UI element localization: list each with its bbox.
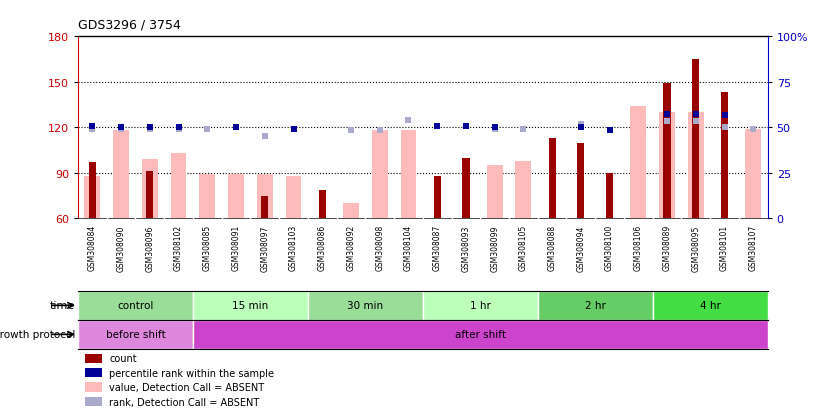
- Text: GSM308098: GSM308098: [375, 225, 384, 271]
- Text: GSM308089: GSM308089: [663, 225, 672, 271]
- Bar: [663, 84, 671, 219]
- Text: count: count: [109, 353, 136, 363]
- Bar: [85, 368, 102, 377]
- Text: time: time: [50, 301, 76, 311]
- Text: GSM308104: GSM308104: [404, 225, 413, 271]
- Text: GSM308088: GSM308088: [548, 225, 557, 271]
- Bar: [487, 166, 502, 219]
- Text: GSM308095: GSM308095: [691, 225, 700, 271]
- Bar: [261, 196, 268, 219]
- Text: GSM308093: GSM308093: [461, 225, 470, 271]
- Bar: [228, 175, 244, 219]
- Bar: [89, 163, 96, 219]
- Bar: [257, 175, 273, 219]
- Bar: [146, 172, 154, 219]
- Bar: [606, 173, 613, 219]
- Text: GSM308107: GSM308107: [749, 225, 758, 271]
- Text: GSM308087: GSM308087: [433, 225, 442, 271]
- Bar: [659, 113, 675, 219]
- Text: GSM308085: GSM308085: [203, 225, 212, 271]
- Text: rank, Detection Call = ABSENT: rank, Detection Call = ABSENT: [109, 396, 259, 407]
- Text: GSM308100: GSM308100: [605, 225, 614, 271]
- Bar: [577, 143, 585, 219]
- Text: before shift: before shift: [106, 330, 165, 339]
- Text: GDS3296 / 3754: GDS3296 / 3754: [78, 18, 181, 31]
- Text: 15 min: 15 min: [232, 301, 268, 311]
- Text: GSM308091: GSM308091: [232, 225, 241, 271]
- Bar: [516, 161, 531, 219]
- Bar: [200, 175, 215, 219]
- Bar: [78, 291, 193, 320]
- Text: GSM308103: GSM308103: [289, 225, 298, 271]
- Bar: [745, 130, 761, 219]
- Bar: [688, 113, 704, 219]
- Bar: [401, 131, 416, 219]
- Text: GSM308105: GSM308105: [519, 225, 528, 271]
- Text: GSM308096: GSM308096: [145, 225, 154, 271]
- Bar: [78, 320, 193, 349]
- Text: 30 min: 30 min: [347, 301, 383, 311]
- Text: GSM308102: GSM308102: [174, 225, 183, 271]
- Bar: [462, 158, 470, 219]
- Text: control: control: [117, 301, 154, 311]
- Text: GSM308092: GSM308092: [346, 225, 355, 271]
- Bar: [85, 176, 100, 219]
- Text: 4 hr: 4 hr: [699, 301, 721, 311]
- Bar: [286, 176, 301, 219]
- Bar: [171, 154, 186, 219]
- Bar: [193, 320, 768, 349]
- Text: GSM308084: GSM308084: [88, 225, 97, 271]
- Text: GSM308097: GSM308097: [260, 225, 269, 271]
- Bar: [631, 107, 646, 219]
- Bar: [692, 60, 699, 219]
- Text: GSM308086: GSM308086: [318, 225, 327, 271]
- Bar: [85, 382, 102, 392]
- Bar: [548, 139, 556, 219]
- Text: growth protocol: growth protocol: [0, 330, 76, 339]
- Bar: [85, 397, 102, 406]
- Bar: [142, 160, 158, 219]
- Bar: [343, 204, 359, 219]
- Bar: [113, 131, 129, 219]
- Text: 1 hr: 1 hr: [470, 301, 491, 311]
- Bar: [85, 354, 102, 363]
- Text: GSM308090: GSM308090: [117, 225, 126, 271]
- Text: value, Detection Call = ABSENT: value, Detection Call = ABSENT: [109, 382, 264, 392]
- Bar: [372, 131, 388, 219]
- Bar: [423, 291, 538, 320]
- Text: GSM308094: GSM308094: [576, 225, 585, 271]
- Bar: [721, 93, 728, 219]
- Bar: [433, 176, 441, 219]
- Bar: [319, 190, 326, 219]
- Bar: [538, 291, 653, 320]
- Bar: [653, 291, 768, 320]
- Text: percentile rank within the sample: percentile rank within the sample: [109, 368, 274, 378]
- Bar: [193, 291, 308, 320]
- Text: GSM308101: GSM308101: [720, 225, 729, 271]
- Text: after shift: after shift: [455, 330, 506, 339]
- Text: 2 hr: 2 hr: [585, 301, 606, 311]
- Text: GSM308099: GSM308099: [490, 225, 499, 271]
- Text: GSM308106: GSM308106: [634, 225, 643, 271]
- Bar: [308, 291, 423, 320]
